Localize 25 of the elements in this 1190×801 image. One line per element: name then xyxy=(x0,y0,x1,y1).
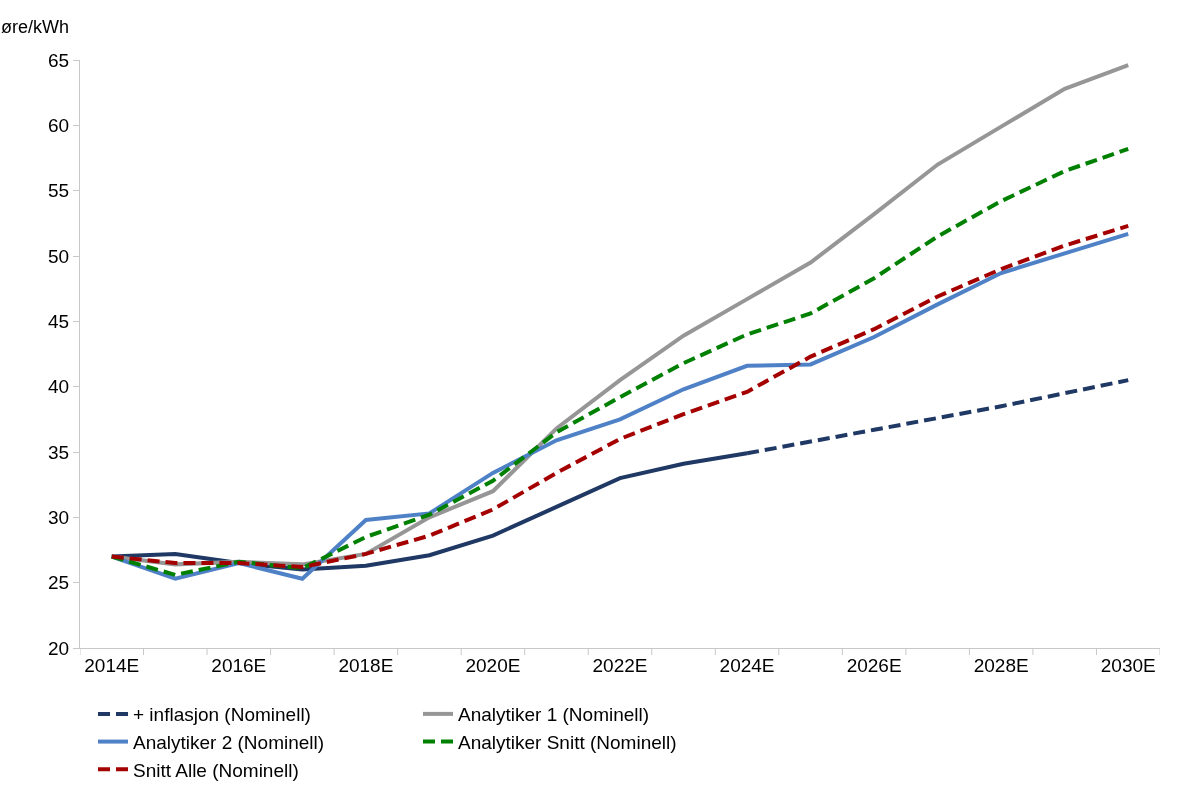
x-tick-label: 2026E xyxy=(846,654,902,676)
y-tick-label: 25 xyxy=(48,572,70,594)
x-tick-label: 2018E xyxy=(338,654,394,676)
y-tick-label: 35 xyxy=(48,441,70,463)
y-tick-label: 45 xyxy=(48,310,70,332)
legend-label: Analytiker Snitt (Nominell) xyxy=(458,732,677,753)
x-tick-label: 2022E xyxy=(592,654,648,676)
y-tick-label: 60 xyxy=(48,114,70,136)
legend-label: + inflasjon (Nominell) xyxy=(133,704,311,726)
legend-label: Analytiker 1 (Nominell) xyxy=(458,704,650,726)
x-tick-label: 2030E xyxy=(1100,654,1156,676)
y-tick-label: 65 xyxy=(48,49,70,71)
x-tick-label: 2024E xyxy=(719,654,775,676)
x-tick-label: 2014E xyxy=(84,654,140,676)
x-tick-label: 2020E xyxy=(465,654,521,676)
y-tick-label: 20 xyxy=(48,637,70,659)
y-tick-label: 55 xyxy=(48,180,70,202)
y-tick-label: 50 xyxy=(48,245,70,267)
x-tick-label: 2016E xyxy=(211,654,267,676)
y-tick-label: 40 xyxy=(48,376,70,398)
legend-label: Snitt Alle (Nominell) xyxy=(133,759,299,781)
x-tick-label: 2028E xyxy=(973,654,1029,676)
y-axis-title: øre/kWh xyxy=(1,17,70,37)
y-tick-label: 30 xyxy=(48,506,70,528)
legend-label: Analytiker 2 (Nominell) xyxy=(133,732,325,753)
